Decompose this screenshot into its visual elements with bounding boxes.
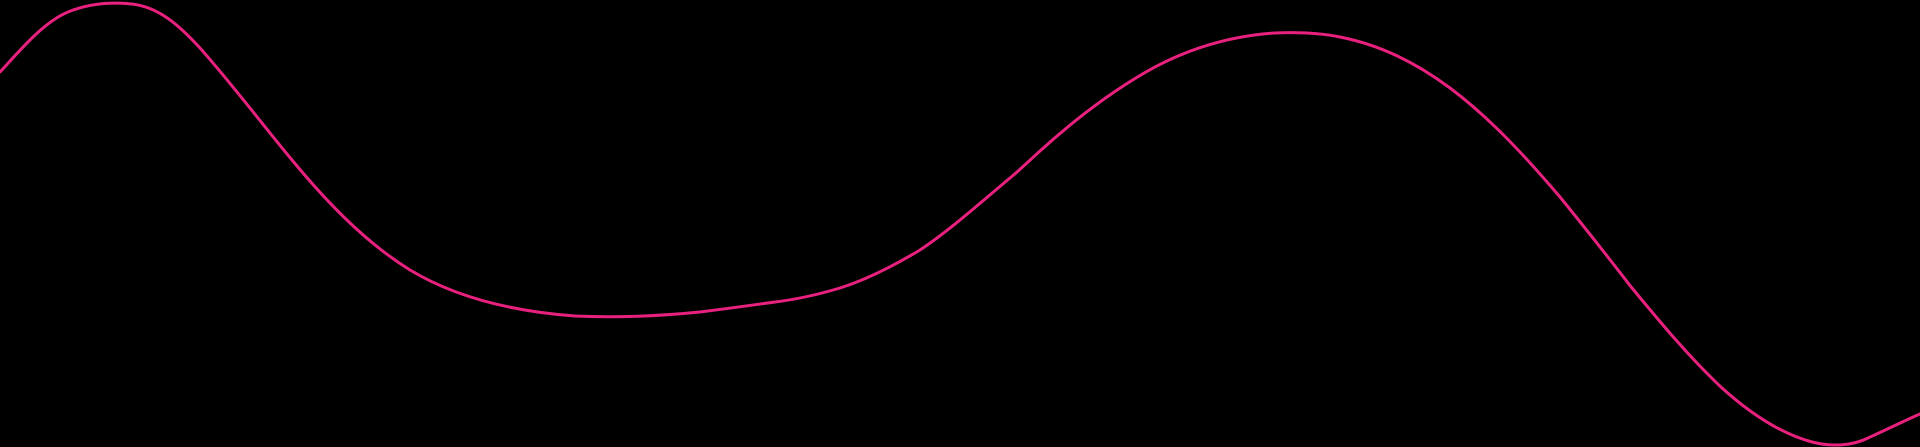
curve-line: [0, 1, 1920, 447]
curve-svg: [0, 0, 1920, 447]
plot-canvas: [0, 0, 1920, 447]
plot-background: [0, 0, 1920, 447]
